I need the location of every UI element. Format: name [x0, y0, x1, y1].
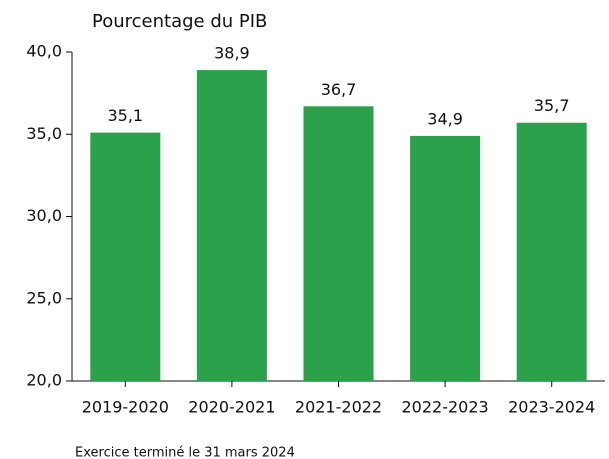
- chart-title: Pourcentage du PIB: [92, 11, 267, 32]
- value-label: 36,7: [321, 80, 357, 99]
- y-tick-label: 20,0: [26, 371, 62, 390]
- x-axis-label: Exercice terminé le 31 mars 2024: [75, 446, 295, 459]
- x-tick-label: 2022-2023: [401, 398, 488, 417]
- value-label: 35,7: [534, 96, 570, 115]
- y-tick-label: 25,0: [26, 288, 62, 307]
- x-tick-label: 2020-2021: [188, 398, 275, 417]
- bar: [90, 132, 161, 381]
- y-tick-label: 40,0: [26, 42, 62, 61]
- bar: [196, 70, 267, 381]
- value-label: 35,1: [107, 106, 143, 125]
- y-tick-label: 30,0: [26, 206, 62, 225]
- bar: [303, 106, 374, 381]
- bar: [516, 122, 587, 382]
- value-label: 38,9: [214, 44, 250, 63]
- value-label: 34,9: [427, 109, 463, 128]
- x-tick-label: 2023-2024: [508, 398, 595, 417]
- x-tick-label: 2021-2022: [295, 398, 382, 417]
- y-tick-label: 35,0: [26, 124, 62, 143]
- bar: [410, 135, 481, 381]
- x-tick-label: 2019-2020: [82, 398, 169, 417]
